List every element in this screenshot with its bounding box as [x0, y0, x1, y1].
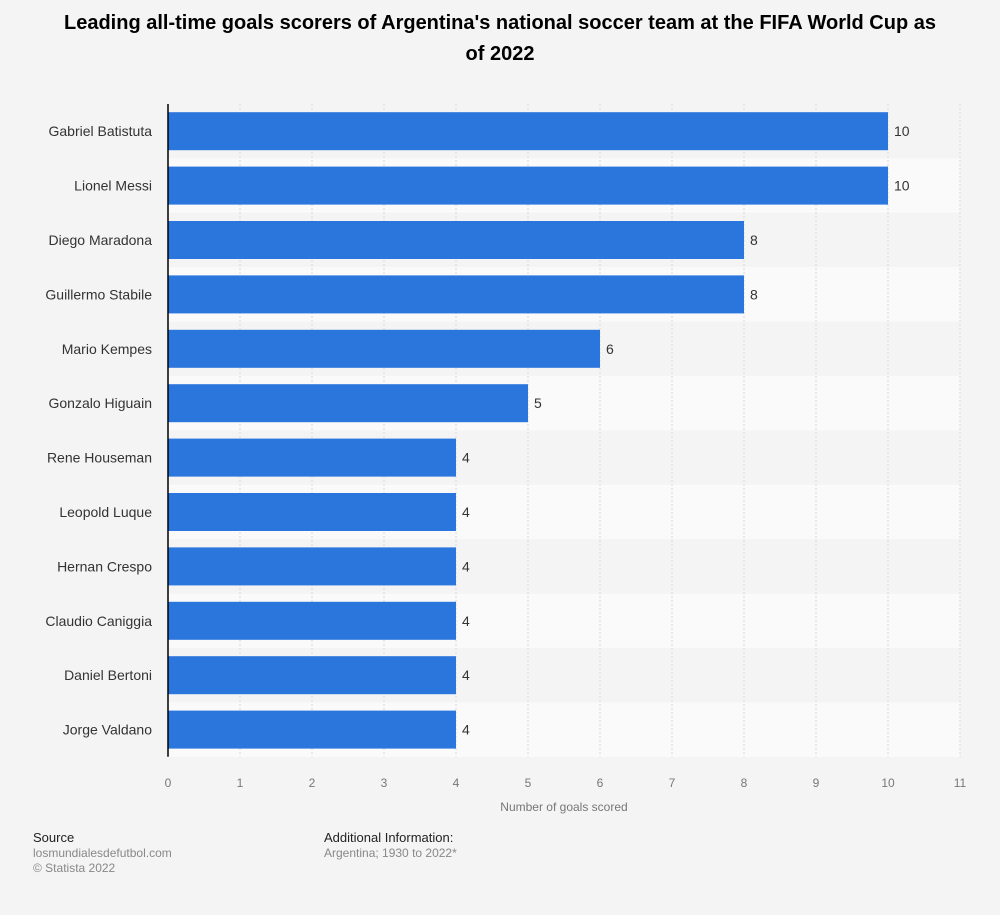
- bar-value-label: 5: [534, 395, 542, 411]
- x-tick-label: 8: [741, 776, 748, 790]
- category-label: Daniel Bertoni: [64, 667, 152, 683]
- x-tick-label: 11: [954, 776, 967, 790]
- x-tick-label: 9: [813, 776, 820, 790]
- category-label: Gonzalo Higuain: [48, 395, 152, 411]
- bar: [168, 384, 528, 423]
- x-axis-title: Number of goals scored: [500, 800, 627, 814]
- x-tick-label: 1: [237, 776, 244, 790]
- additional-info-block: Additional Information: Argentina; 1930 …: [324, 830, 457, 861]
- bar: [168, 493, 456, 531]
- category-label: Mario Kempes: [62, 341, 152, 357]
- x-tick-label: 2: [309, 776, 316, 790]
- x-tick-label: 4: [453, 776, 460, 790]
- x-tick-label: 10: [881, 776, 895, 790]
- category-label: Jorge Valdano: [63, 722, 152, 738]
- category-label: Hernan Crespo: [57, 558, 152, 574]
- x-tick-label: 3: [381, 776, 388, 790]
- source-label: Source: [33, 830, 75, 845]
- bar: [168, 656, 456, 695]
- bar: [168, 112, 888, 151]
- bar-value-label: 8: [750, 232, 758, 248]
- bar-value-label: 4: [462, 450, 470, 466]
- chart-title: Leading all-time goals scorers of Argent…: [64, 12, 936, 65]
- x-tick-label: 0: [165, 776, 172, 790]
- category-label: Diego Maradona: [48, 232, 152, 248]
- bar: [168, 329, 600, 368]
- category-label: Leopold Luque: [59, 504, 152, 520]
- category-label: Lionel Messi: [74, 178, 152, 194]
- category-label: Gabriel Batistuta: [49, 123, 153, 139]
- x-tick-label: 6: [597, 776, 604, 790]
- bar: [168, 601, 456, 640]
- bar: [168, 547, 456, 586]
- bar-value-label: 4: [462, 667, 470, 683]
- bar: [168, 710, 456, 749]
- x-tick-label: 5: [525, 776, 532, 790]
- bar-value-label: 4: [462, 613, 470, 629]
- x-tick-label: 7: [669, 776, 676, 790]
- bar-value-label: 10: [894, 178, 910, 194]
- bar-value-label: 8: [750, 286, 758, 302]
- copyright: © Statista 2022: [33, 861, 116, 875]
- category-label: Rene Houseman: [47, 450, 152, 466]
- additional-info-label: Additional Information:: [324, 830, 454, 845]
- category-label: Claudio Caniggia: [45, 613, 152, 629]
- bar-value-label: 4: [462, 504, 470, 520]
- bar-value-label: 6: [606, 341, 614, 357]
- source-link[interactable]: losmundialesdefutbol.com: [33, 845, 172, 860]
- bar: [168, 166, 888, 205]
- category-label: Guillermo Stabile: [45, 286, 152, 302]
- bar: [168, 438, 456, 477]
- bar-value-label: 4: [462, 558, 470, 574]
- bar: [168, 221, 744, 259]
- bar-value-label: 4: [462, 722, 470, 738]
- bar: [168, 275, 744, 314]
- source-block: Source losmundialesdefutbol.com © Statis…: [33, 830, 172, 877]
- additional-info-text: Argentina; 1930 to 2022*: [324, 845, 457, 860]
- bar-value-label: 10: [894, 123, 910, 139]
